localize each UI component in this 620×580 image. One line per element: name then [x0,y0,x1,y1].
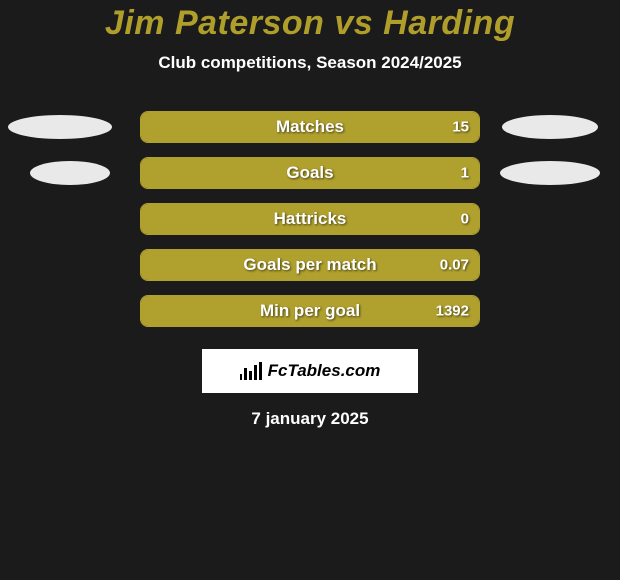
stat-row: Goals1 [0,157,620,189]
brand-text: FcTables.com [268,361,381,381]
comparison-card: Jim Paterson vs Harding Club competition… [0,0,620,429]
page-title: Jim Paterson vs Harding [105,4,515,43]
date-text: 7 january 2025 [251,409,368,429]
right-ellipse [502,115,598,139]
stat-row: Min per goal1392 [0,295,620,327]
stat-bar: Matches15 [140,111,480,143]
chart-icon [240,362,262,380]
stat-bar: Hattricks0 [140,203,480,235]
right-ellipse [500,161,600,185]
stat-row: Matches15 [0,111,620,143]
brand-badge: FcTables.com [202,349,418,393]
stat-row: Hattricks0 [0,203,620,235]
page-subtitle: Club competitions, Season 2024/2025 [158,53,461,73]
left-ellipse [8,115,112,139]
stat-bar-fill [141,158,479,188]
stat-bar-fill [141,296,479,326]
left-ellipse [30,161,110,185]
stat-row: Goals per match0.07 [0,249,620,281]
stat-bar-fill [141,204,479,234]
stat-bar-fill [141,112,479,142]
stat-bar: Min per goal1392 [140,295,480,327]
stat-bar: Goals1 [140,157,480,189]
stat-bar: Goals per match0.07 [140,249,480,281]
stats-list: Matches15 Goals1 Hattricks0 Goals per match… [0,111,620,327]
stat-bar-fill [141,250,479,280]
